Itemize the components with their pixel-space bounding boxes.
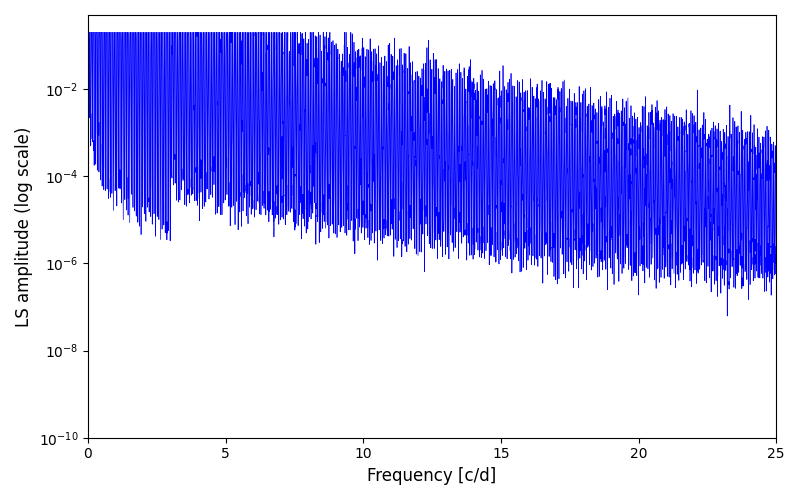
Y-axis label: LS amplitude (log scale): LS amplitude (log scale) [15, 126, 33, 326]
X-axis label: Frequency [c/d]: Frequency [c/d] [367, 467, 497, 485]
